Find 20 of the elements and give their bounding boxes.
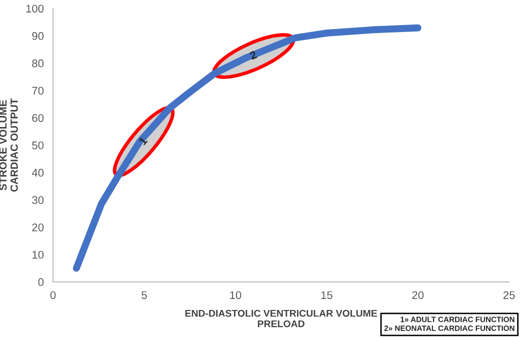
y-tick-label: 0 bbox=[38, 278, 44, 286]
y-tick-label: 20 bbox=[32, 223, 44, 232]
annotation: 1 bbox=[138, 136, 148, 146]
y-tick-label: 30 bbox=[32, 196, 44, 204]
y-tick-label: 80 bbox=[32, 59, 44, 68]
y-tick-label: 100 bbox=[26, 4, 44, 13]
x-tick-label: 0 bbox=[50, 291, 56, 300]
x-tick-label: 25 bbox=[503, 291, 515, 300]
x-axis-title: END-DIASTOLIC VENTRICULAR VOLUME PRELOAD bbox=[185, 310, 378, 328]
y-tick-label: 10 bbox=[32, 250, 44, 259]
x-tick-label: 20 bbox=[412, 291, 424, 300]
y-tick-label: 60 bbox=[32, 114, 44, 122]
y-tick-label: 90 bbox=[32, 32, 44, 40]
annotation: 2 bbox=[249, 50, 258, 60]
x-tick-label: 5 bbox=[142, 291, 147, 300]
y-tick-label: 50 bbox=[32, 141, 44, 150]
x-tick-label: 15 bbox=[321, 291, 332, 300]
y-tick-label: 40 bbox=[32, 168, 44, 177]
x-tick-label: 10 bbox=[230, 291, 242, 300]
y-tick-label: 70 bbox=[32, 86, 44, 95]
